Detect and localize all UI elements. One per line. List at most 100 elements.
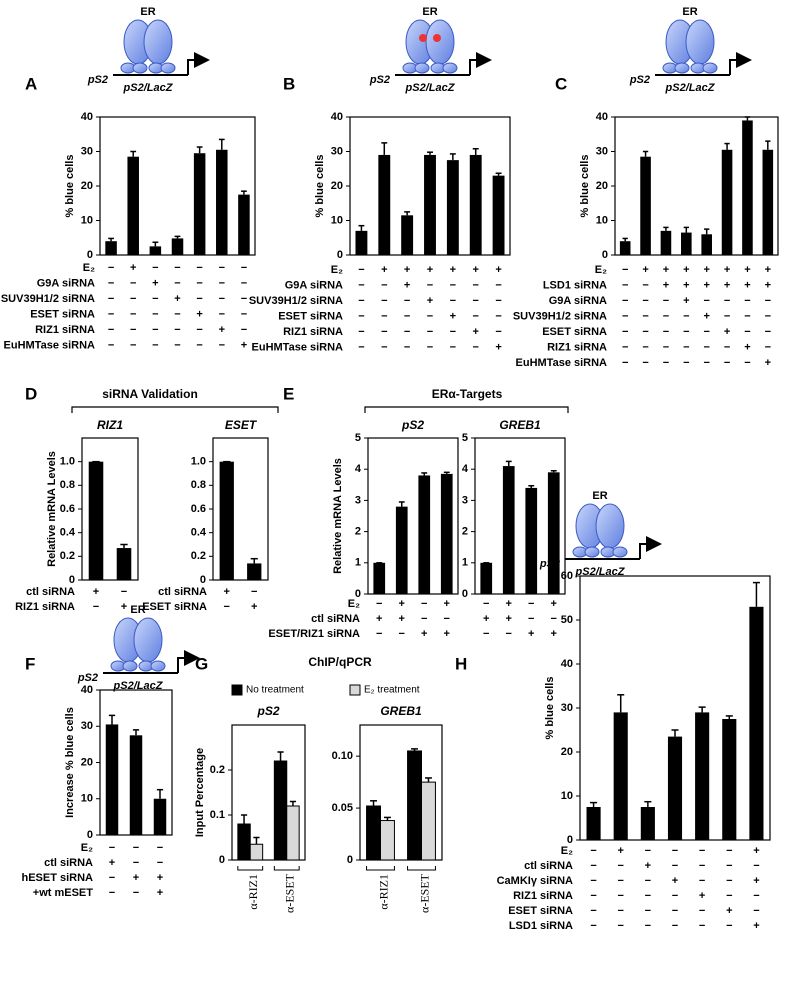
condition-sign: − (495, 279, 501, 291)
condition-sign: − (130, 277, 136, 289)
y-axis-label: % blue cells (64, 155, 76, 218)
y-tick-label: 50 (561, 614, 573, 626)
receptor-subunit (143, 19, 173, 65)
y-tick-label: 40 (331, 111, 343, 123)
condition-sign: + (174, 293, 180, 305)
condition-sign: + (152, 277, 158, 289)
condition-sign: − (152, 262, 158, 274)
condition-sign: − (645, 845, 651, 857)
receptor-domain (674, 62, 690, 74)
receptor-domain (442, 62, 458, 74)
condition-label: E₂ (595, 264, 607, 276)
condition-sign: − (645, 905, 651, 917)
y-tick-label: 1.0 (191, 456, 206, 468)
condition-sign: − (617, 905, 623, 917)
plot-frame (231, 724, 306, 861)
condition-label: ctl siRNA (44, 857, 93, 869)
bar (129, 735, 143, 835)
condition-sign: − (724, 310, 730, 322)
condition-sign: − (108, 262, 114, 274)
condition-sign: − (196, 324, 202, 336)
bar (366, 805, 381, 861)
tss-arrow (187, 52, 210, 75)
condition-sign: + (753, 920, 759, 932)
condition-sign: − (699, 920, 705, 932)
panel-header: ERα-Targets (432, 387, 503, 401)
bar (640, 156, 651, 255)
legend-label: No treatment (246, 685, 304, 696)
plot-frame (99, 116, 256, 256)
plot-frame (359, 724, 443, 861)
condition-label: ctl siRNA (158, 586, 207, 598)
x-tick-label: α-ESET (283, 873, 297, 913)
bar (407, 750, 422, 861)
condition-label: ESET/RIZ1 siRNA (268, 628, 360, 640)
condition-sign: − (358, 279, 364, 291)
condition-label: ESET siRNA (542, 326, 607, 338)
condition-sign: + (251, 601, 257, 613)
y-tick-label: 20 (81, 756, 93, 768)
condition-label: E₂ (81, 842, 93, 854)
construct-label: pS2/LacZ (123, 82, 174, 94)
y-tick-label: 0 (567, 834, 573, 846)
condition-sign: + (683, 295, 689, 307)
y-tick-label: 30 (81, 145, 93, 157)
condition-sign: + (551, 598, 557, 610)
bar (440, 473, 453, 594)
condition-sign: − (726, 875, 732, 887)
condition-sign: − (450, 295, 456, 307)
condition-sign: − (109, 887, 115, 899)
bar (525, 487, 538, 594)
category-bracket (237, 866, 264, 871)
condition-sign: + (528, 628, 534, 640)
promoter-label: pS2 (77, 672, 98, 684)
bar (127, 156, 139, 255)
condition-sign: + (506, 613, 512, 625)
condition-sign: − (622, 341, 628, 353)
condition-sign: − (663, 341, 669, 353)
condition-sign: − (108, 277, 114, 289)
construct-label: pS2/LacZ (113, 680, 164, 692)
condition-sign: − (152, 293, 158, 305)
condition-sign: + (196, 308, 202, 320)
condition-sign: − (219, 339, 225, 351)
y-tick-label: 0 (87, 249, 93, 261)
chart-title: GREB1 (380, 704, 422, 718)
y-tick-label: 10 (81, 214, 93, 226)
receptor-subunit (685, 19, 715, 65)
bar (286, 805, 300, 861)
promoter-label: pS2 (87, 74, 108, 86)
condition-sign: − (683, 341, 689, 353)
condition-sign: − (703, 341, 709, 353)
y-axis-label: % blue cells (544, 677, 556, 740)
condition-sign: + (483, 613, 489, 625)
condition-sign: + (376, 613, 382, 625)
bar (492, 175, 505, 255)
bar (171, 238, 184, 255)
condition-sign: + (121, 601, 127, 613)
condition-sign: − (358, 326, 364, 338)
y-axis-label: % blue cells (314, 155, 326, 218)
condition-sign: − (622, 326, 628, 338)
y-tick-label: 5 (462, 432, 468, 444)
bar (695, 712, 710, 840)
condition-sign: + (93, 586, 99, 598)
condition-sign: + (404, 279, 410, 291)
condition-sign: − (472, 341, 478, 353)
bar (149, 246, 162, 255)
y-tick-label: 40 (81, 111, 93, 123)
y-tick-label: 0.2 (191, 550, 206, 562)
condition-sign: − (672, 920, 678, 932)
condition-label: LSD1 siRNA (509, 920, 573, 932)
condition-sign: + (157, 872, 163, 884)
y-tick-label: 10 (596, 214, 608, 226)
condition-sign: − (753, 905, 759, 917)
condition-sign: − (121, 586, 127, 598)
condition-sign: − (174, 324, 180, 336)
y-tick-label: 0.6 (60, 503, 75, 515)
condition-sign: − (109, 842, 115, 854)
receptor-subunit (595, 503, 625, 549)
y-tick-label: 10 (561, 790, 573, 802)
bar (418, 475, 431, 594)
receptor-domain (150, 660, 166, 672)
